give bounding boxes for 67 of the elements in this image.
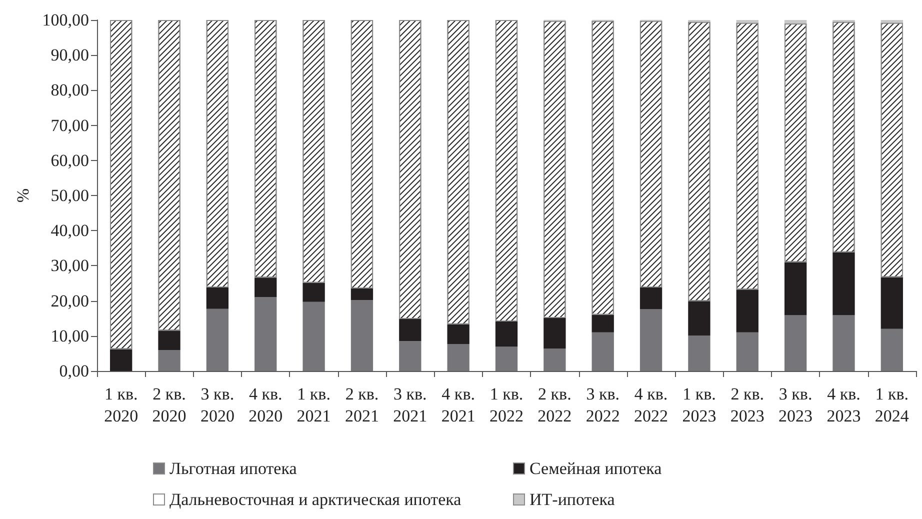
- bar: [206, 287, 229, 309]
- x-tick-label: 2 кв. 2021: [344, 384, 379, 426]
- bar: [206, 308, 229, 371]
- legend-label: ИТ-ипотека: [530, 490, 616, 509]
- y-tick-label: 90,00: [50, 46, 89, 65]
- bar: [158, 330, 180, 350]
- bar: [254, 278, 277, 297]
- x-tick-label: 2 кв. 2022: [538, 384, 572, 426]
- bar: [880, 277, 903, 329]
- bar: [495, 322, 518, 347]
- y-tick-label: 60,00: [50, 150, 89, 170]
- y-tick-label: 100,00: [42, 10, 89, 30]
- x-tick-label: 3 кв. 2022: [586, 384, 620, 426]
- bar: [832, 252, 855, 316]
- y-tick-label: 40,00: [50, 221, 89, 240]
- x-tick-label: 4 кв. 2020: [248, 384, 283, 426]
- bar: [640, 309, 662, 371]
- x-tick-label: 3 кв. 2020: [200, 384, 234, 426]
- bar: [350, 300, 374, 371]
- x-tick-label: 2 кв. 2020: [152, 384, 186, 426]
- x-tick-label: 1 кв. 2024: [874, 384, 910, 426]
- bar: [784, 315, 807, 371]
- x-tick-label: 3 кв. 2021: [393, 384, 428, 426]
- bar: [495, 346, 518, 371]
- bar: [592, 332, 614, 371]
- y-tick-label: 30,00: [50, 256, 89, 276]
- bar: [350, 288, 374, 300]
- x-tick-label: 3 кв. 2023: [778, 384, 813, 426]
- bar: [447, 324, 470, 344]
- y-tick-label: 50,00: [50, 186, 89, 205]
- x-tick-label: 1 кв. 2022: [490, 384, 524, 426]
- y-tick-label: 20,00: [50, 291, 89, 310]
- bar: [302, 302, 325, 371]
- bar: [447, 344, 470, 371]
- bar: [254, 296, 277, 371]
- x-tick-label: 1 кв. 2023: [682, 384, 716, 426]
- bar: [399, 319, 422, 342]
- bar: [544, 318, 566, 349]
- bar: [784, 262, 807, 316]
- x-tick-label: 1 кв. 2020: [104, 384, 138, 426]
- bar: [736, 332, 758, 371]
- bar: [688, 301, 710, 336]
- bar: [302, 282, 325, 302]
- y-tick-label: 10,00: [50, 326, 89, 346]
- y-tick-label: 0,00: [59, 362, 89, 380]
- x-tick-label: 2 кв. 2023: [730, 384, 764, 426]
- bar: [544, 348, 566, 371]
- y-tick-label: 80,00: [50, 80, 89, 100]
- bar: [110, 349, 132, 371]
- legend-label: Семейная ипотека: [530, 459, 662, 478]
- legend-label: Льготная ипотека: [170, 459, 298, 478]
- x-tick-label: 4 кв. 2021: [441, 384, 476, 426]
- x-tick-label: 4 кв. 2023: [826, 384, 861, 426]
- bar: [880, 328, 903, 371]
- bar: [688, 336, 710, 371]
- x-tick-label: 4 кв. 2022: [634, 384, 668, 426]
- bar: [640, 287, 662, 310]
- bar: [399, 341, 422, 371]
- bar: [784, 20, 807, 24]
- bar: [736, 290, 758, 332]
- y-axis-title: %: [13, 188, 32, 203]
- x-tick-label: 1 кв. 2021: [296, 384, 331, 426]
- bar: [832, 315, 855, 371]
- legend-label: Дальневосточная и арктическая ипотека: [170, 490, 462, 509]
- bar: [158, 350, 180, 371]
- y-tick-label: 70,00: [50, 116, 89, 135]
- bar: [592, 314, 614, 332]
